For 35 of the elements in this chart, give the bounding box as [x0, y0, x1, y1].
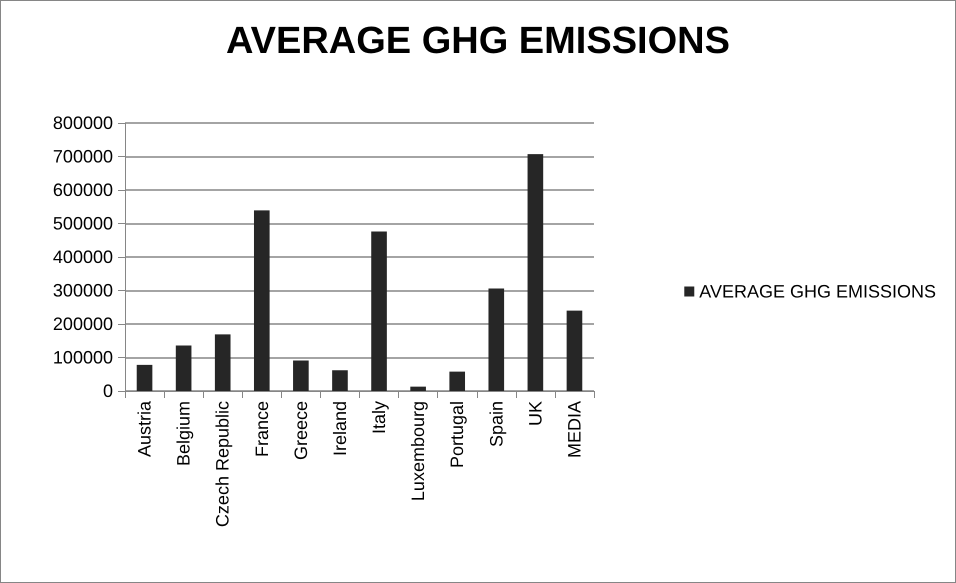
chart-title: AVERAGE GHG EMISSIONS — [226, 20, 730, 62]
y-tick-label: 400000 — [52, 247, 113, 267]
x-tick-label: Portugal — [447, 401, 468, 468]
bar — [254, 210, 270, 391]
x-tick-label: France — [252, 401, 272, 458]
x-tick-label: Belgium — [174, 401, 194, 466]
x-tick-label: MEDIA — [564, 401, 584, 458]
bar — [176, 345, 192, 391]
bar — [371, 232, 387, 391]
x-tick-label: Czech Republic — [212, 401, 233, 528]
y-tick-label: 200000 — [52, 314, 113, 334]
x-tick-label: Italy — [369, 401, 390, 434]
y-tick-label: 100000 — [52, 348, 113, 368]
y-tick-label: 0 — [102, 381, 113, 401]
bar — [528, 154, 544, 391]
bar — [566, 310, 582, 391]
x-tick-label: Luxembourg — [408, 401, 428, 502]
bar — [214, 334, 231, 391]
bar — [332, 370, 348, 391]
x-tick-label: Greece — [290, 401, 311, 460]
y-tick-label: 500000 — [52, 214, 113, 234]
x-tick-label: Austria — [134, 400, 155, 458]
x-tick-label: Ireland — [330, 401, 350, 456]
x-tick-label: UK — [525, 401, 546, 426]
y-tick-label: 300000 — [52, 280, 113, 300]
bar — [293, 360, 309, 391]
y-tick-label: 600000 — [52, 180, 113, 200]
bar — [136, 364, 152, 391]
y-tick-label: 700000 — [52, 146, 113, 166]
bar — [488, 288, 504, 391]
y-tick-label: 800000 — [52, 113, 113, 133]
x-tick-label: Spain — [486, 401, 506, 448]
bar — [449, 372, 466, 391]
legend-label: AVERAGE GHG EMISSIONS — [699, 282, 936, 302]
bar — [410, 386, 426, 391]
